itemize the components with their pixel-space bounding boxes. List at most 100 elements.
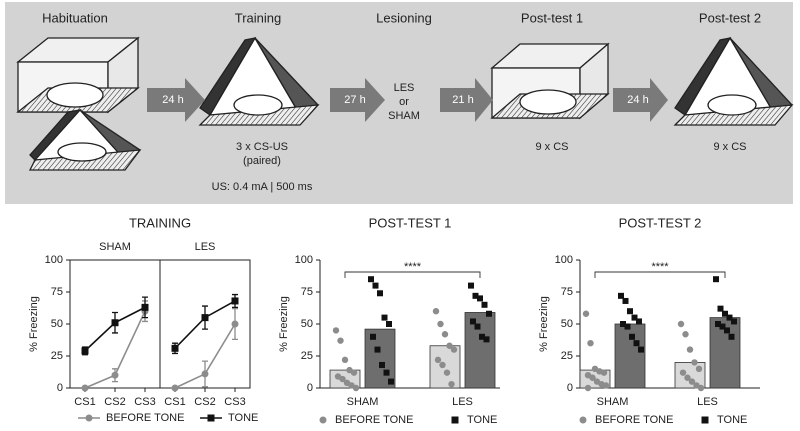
data-point [81, 347, 89, 355]
chart-title: POST-TEST 2 [619, 215, 702, 230]
x-tick-label: LES [452, 396, 473, 408]
data-point [624, 323, 631, 330]
data-point [450, 346, 458, 353]
significance-label: **** [651, 261, 669, 273]
data-point [627, 308, 633, 315]
data-point [372, 282, 379, 289]
data-point [688, 378, 696, 385]
data-point [201, 314, 209, 322]
y-tick-label: 75 [561, 286, 573, 298]
y-tick-label: 0 [567, 382, 573, 394]
delay-label: 21 h [452, 94, 473, 106]
data-point [719, 323, 726, 330]
data-point [434, 356, 442, 364]
data-point [368, 276, 374, 283]
protocol-arrows [147, 78, 668, 122]
data-point [339, 375, 346, 383]
stage-label: Post-test 1 [521, 10, 583, 25]
y-tick-label: 50 [561, 318, 573, 330]
x-tick-label: CS3 [134, 396, 155, 408]
data-point [620, 321, 626, 327]
x-tick-label: CS1 [74, 396, 95, 408]
data-point [437, 320, 444, 328]
data-point [731, 318, 737, 325]
y-tick-label: 25 [561, 350, 573, 362]
legend-label: TONE [228, 412, 258, 424]
training-note: 3 x CS-US [236, 141, 288, 153]
data-point [684, 374, 691, 381]
y-tick-label: 100 [295, 254, 313, 266]
data-point [677, 320, 685, 328]
panel-subtitle: LES [195, 241, 216, 253]
data-point [618, 292, 624, 299]
data-point [337, 337, 344, 344]
data-point [388, 378, 394, 385]
significance-bracket [344, 271, 481, 278]
data-point [231, 297, 239, 305]
y-tick-label: 100 [45, 254, 63, 266]
posttest-note: 9 x CS [535, 141, 568, 153]
x-tick-label: LES [697, 396, 718, 408]
delay-label: 24 h [627, 94, 648, 106]
data-point [479, 333, 485, 340]
x-tick-label: SHAM [347, 396, 379, 408]
apparatus-icons [16, 36, 794, 171]
y-tick-label: 25 [51, 350, 63, 362]
delay-label: 24 h [162, 94, 183, 106]
data-point [81, 384, 89, 392]
data-point [697, 384, 705, 392]
data-point [724, 327, 730, 334]
legend-marker [319, 416, 327, 424]
data-point [481, 301, 488, 308]
data-point [381, 314, 388, 321]
data-point [728, 333, 735, 340]
data-point [629, 333, 635, 340]
training-note: US: 0.4 mA | 500 ms [212, 181, 313, 193]
data-point [374, 346, 381, 353]
data-point [636, 318, 642, 325]
x-tick-label: CS1 [164, 396, 185, 408]
x-tick-label: CS2 [104, 396, 125, 408]
y-axis-label: % Freezing [28, 296, 40, 352]
data-point [171, 384, 179, 392]
lesion-option: LES [394, 82, 415, 94]
significance-label: **** [404, 261, 422, 273]
data-point [600, 369, 608, 376]
training-note: (paired) [243, 155, 281, 167]
legend-marker [207, 414, 215, 422]
y-tick-label: 50 [301, 318, 313, 330]
data-point [386, 321, 392, 327]
y-axis-label: % Freezing [278, 296, 290, 352]
data-point [439, 361, 446, 369]
data-point [695, 365, 703, 372]
legend-label: BEFORE TONE [106, 412, 184, 424]
data-point [679, 369, 687, 376]
x-tick-label: SHAM [597, 396, 629, 408]
data-point [332, 327, 340, 334]
data-point [717, 305, 724, 312]
y-tick-label: 75 [51, 286, 63, 298]
x-tick-label: CS3 [224, 396, 245, 408]
data-point [483, 336, 490, 343]
data-point [468, 282, 474, 289]
chart-title: POST-TEST 1 [369, 215, 452, 230]
data-point [383, 369, 390, 376]
data-point [448, 380, 455, 388]
legend-marker [85, 414, 93, 422]
delay-label: 27 h [344, 94, 365, 106]
data-point [602, 382, 610, 389]
data-point [111, 319, 119, 327]
data-point [201, 370, 209, 378]
data-point [477, 295, 483, 302]
data-point [432, 308, 440, 315]
legend-label: TONE [467, 414, 497, 426]
y-tick-label: 75 [301, 286, 313, 298]
data-point [622, 297, 629, 304]
data-point [111, 371, 119, 379]
protocol-text: Habituation Training Lesioning Post-test… [42, 10, 761, 192]
data-point [584, 384, 592, 392]
legend-swatch [85, 414, 93, 422]
data-point [589, 374, 596, 381]
bar [614, 323, 646, 389]
